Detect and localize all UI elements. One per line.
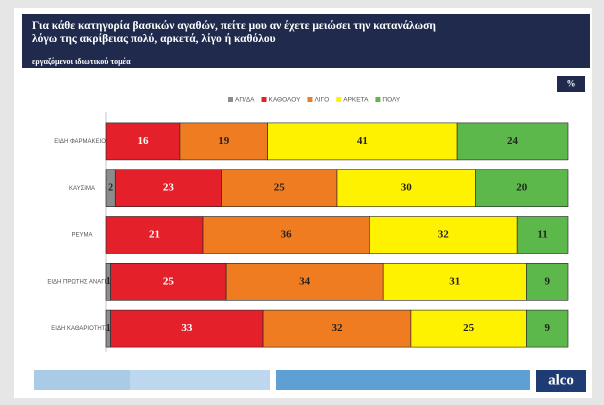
bar-segment — [526, 262, 569, 301]
category-label: ΕΙΔΗ ΚΑΘΑΡΙΟΤΗΤΑΣ — [51, 326, 113, 332]
legend-label: ΛΙΓΟ — [314, 97, 329, 104]
value-label: 30 — [401, 182, 413, 194]
category-label: ΕΙΔΗ ΠΡΩΤΗΣ ΑΝΑΓΚΗΣ — [47, 279, 117, 285]
value-label: 24 — [507, 135, 519, 147]
legend-label: ΚΑΘΟΛΟΥ — [269, 97, 302, 104]
value-label: 11 — [537, 229, 547, 241]
value-label: 31 — [449, 275, 460, 287]
value-label: 33 — [181, 322, 193, 334]
chart-subtitle: εργαζόμενοι ιδιωτικού τομέα — [32, 57, 131, 66]
legend-swatch — [307, 97, 313, 102]
bar-segment — [475, 169, 569, 207]
unit-badge: % — [567, 79, 576, 89]
bar-segment — [516, 216, 569, 254]
value-label: 9 — [544, 322, 550, 334]
value-label: 1 — [106, 276, 111, 287]
bar-segment — [225, 262, 384, 301]
bar-segment — [267, 122, 458, 161]
legend-label: ΑΡΚΕΤΑ — [343, 97, 369, 104]
value-label: 32 — [332, 322, 344, 334]
value-label: 2 — [108, 182, 113, 193]
bar-segment — [110, 262, 227, 301]
footer-band — [130, 370, 270, 390]
value-label: 16 — [137, 135, 149, 147]
plot: ΑΠ/ΔΑ ΚΑΘΟΛΟΥ ΛΙΓΟ ΑΡΚΕΤΑ ΠΟΛΥ ΕΙΔΗ ΦΑΡΜΑΚΕΙΟ… — [47, 97, 569, 352]
value-label: 20 — [516, 182, 528, 194]
value-label: 23 — [163, 182, 175, 194]
legend-swatch — [228, 97, 233, 102]
bar-segment — [105, 122, 181, 161]
bar-segment — [202, 216, 370, 254]
value-label: 1 — [106, 323, 111, 334]
value-label: 41 — [357, 135, 368, 147]
logo: alco — [548, 372, 574, 388]
bar-segment — [110, 309, 264, 348]
value-label: 25 — [163, 275, 175, 287]
legend-swatch — [375, 97, 381, 102]
legend-swatch — [336, 97, 342, 102]
bar-segment — [369, 216, 518, 254]
category-label: ΚΑΥΣΙΜΑ — [69, 186, 95, 192]
bar-segment — [382, 262, 527, 301]
value-label: 25 — [463, 322, 475, 334]
legend-swatch — [261, 97, 267, 102]
bar-segment — [410, 309, 527, 348]
bar-segment — [526, 309, 569, 348]
bar-segment — [456, 122, 569, 161]
chart-title: Για κάθε κατηγορία βασικών αγαθών, πείτε… — [32, 19, 436, 45]
footer-band — [276, 370, 530, 390]
footer-band — [34, 370, 130, 390]
bar-segment — [114, 169, 222, 207]
unit-badge-box — [557, 76, 585, 92]
logo-box — [536, 370, 586, 392]
value-label: 25 — [274, 182, 286, 194]
bar-segment — [105, 216, 204, 254]
value-label: 36 — [281, 229, 293, 241]
category-label: ΡΕΥΜΑ — [71, 233, 92, 239]
category-label: ΕΙΔΗ ΦΑΡΜΑΚΕΙΟΥ — [54, 139, 109, 145]
value-label: 34 — [299, 275, 311, 287]
value-label: 32 — [438, 229, 450, 241]
value-label: 9 — [544, 275, 550, 287]
bar-segment — [336, 169, 476, 207]
legend-label: ΠΟΛΥ — [382, 97, 400, 104]
bar-segment — [262, 309, 412, 348]
title-box — [22, 14, 590, 68]
value-label: 19 — [218, 135, 230, 147]
bar-segment — [221, 169, 338, 207]
legend-label: ΑΠ/ΔΑ — [235, 97, 255, 104]
value-label: 21 — [149, 229, 160, 241]
